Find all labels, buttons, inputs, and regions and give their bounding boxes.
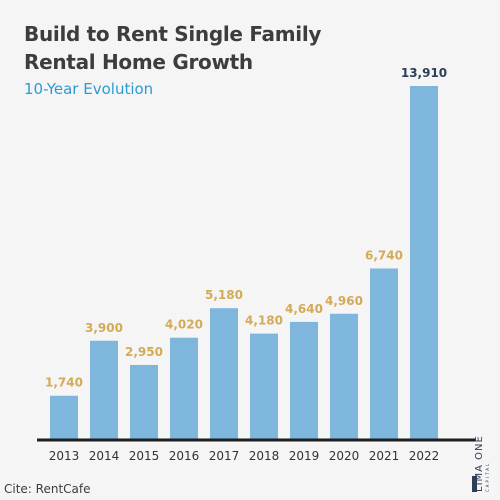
x-tick-2015: 2015 bbox=[129, 449, 160, 463]
bar-2016 bbox=[170, 337, 198, 440]
bar-2014 bbox=[90, 340, 118, 440]
value-label-2022: 13,910 bbox=[401, 66, 447, 80]
value-label-2013: 1,740 bbox=[45, 376, 83, 390]
bar-2020 bbox=[330, 313, 358, 440]
value-label-2016: 4,020 bbox=[165, 318, 203, 332]
value-label-2015: 2,950 bbox=[125, 345, 163, 359]
bar-2015 bbox=[130, 364, 158, 440]
value-label-2021: 6,740 bbox=[365, 248, 403, 262]
x-tick-2019: 2019 bbox=[289, 449, 320, 463]
x-tick-2018: 2018 bbox=[249, 449, 280, 463]
chart-title: Build to Rent Single Family Rental Home … bbox=[24, 20, 321, 76]
title-line-2: Rental Home Growth bbox=[24, 50, 253, 74]
logo-mark bbox=[472, 476, 477, 492]
value-label-2014: 3,900 bbox=[85, 321, 123, 335]
bar-2017 bbox=[210, 308, 238, 440]
value-label-2017: 5,180 bbox=[205, 288, 243, 302]
x-tick-2013: 2013 bbox=[49, 449, 80, 463]
x-tick-2021: 2021 bbox=[369, 449, 400, 463]
logo-sub: CAPITAL bbox=[485, 461, 490, 492]
source-citation: Cite: RentCafe bbox=[4, 482, 91, 496]
value-label-2018: 4,180 bbox=[245, 314, 283, 328]
bar-2021 bbox=[370, 268, 398, 440]
bar-2018 bbox=[250, 333, 278, 440]
x-tick-2020: 2020 bbox=[329, 449, 360, 463]
value-label-2019: 4,640 bbox=[285, 302, 323, 316]
lima-one-logo: LIMA ONE CAPITAL bbox=[472, 410, 494, 492]
title-line-1: Build to Rent Single Family bbox=[24, 22, 322, 46]
bar-2019 bbox=[290, 321, 318, 440]
chart-subtitle: 10-Year Evolution bbox=[24, 80, 154, 98]
bar-2022 bbox=[410, 86, 438, 441]
x-tick-2014: 2014 bbox=[89, 449, 120, 463]
x-tick-2017: 2017 bbox=[209, 449, 240, 463]
logo-name: LIMA ONE bbox=[474, 435, 485, 492]
bar-2013 bbox=[50, 395, 78, 440]
x-tick-2022: 2022 bbox=[409, 449, 440, 463]
x-tick-2016: 2016 bbox=[169, 449, 200, 463]
value-label-2020: 4,960 bbox=[325, 294, 363, 308]
